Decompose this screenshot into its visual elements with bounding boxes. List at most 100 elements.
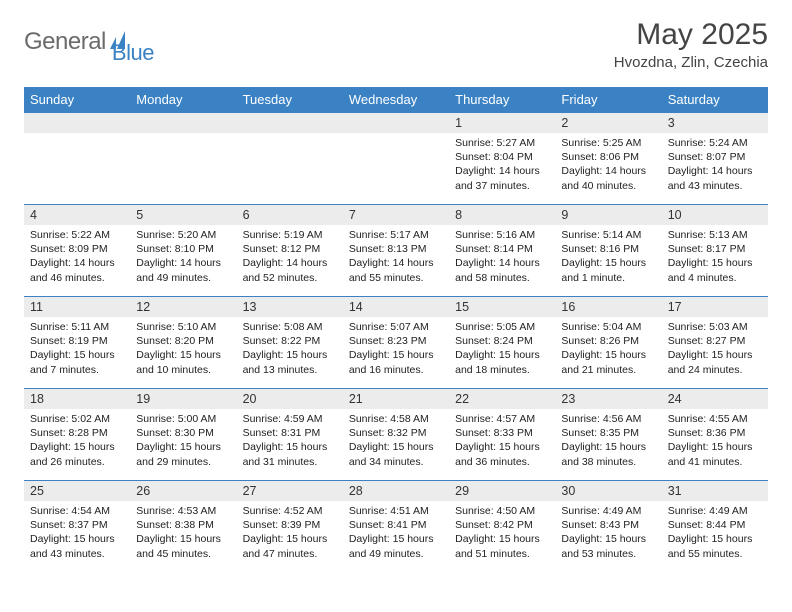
calendar-day-cell	[343, 113, 449, 205]
daylight-text: Daylight: 14 hours and 52 minutes.	[243, 256, 337, 284]
day-number	[130, 113, 236, 133]
daylight-text: Daylight: 15 hours and 1 minute.	[561, 256, 655, 284]
sunrise-text: Sunrise: 5:13 AM	[668, 228, 762, 242]
sunset-text: Sunset: 8:32 PM	[349, 426, 443, 440]
sunrise-text: Sunrise: 4:55 AM	[668, 412, 762, 426]
sunset-text: Sunset: 8:07 PM	[668, 150, 762, 164]
day-number	[343, 113, 449, 133]
sunset-text: Sunset: 8:42 PM	[455, 518, 549, 532]
day-details: Sunrise: 4:59 AMSunset: 8:31 PMDaylight:…	[237, 409, 343, 473]
sunset-text: Sunset: 8:14 PM	[455, 242, 549, 256]
calendar-week-row: 4Sunrise: 5:22 AMSunset: 8:09 PMDaylight…	[24, 205, 768, 297]
calendar-day-cell: 27Sunrise: 4:52 AMSunset: 8:39 PMDayligh…	[237, 481, 343, 573]
calendar-day-cell: 22Sunrise: 4:57 AMSunset: 8:33 PMDayligh…	[449, 389, 555, 481]
day-details: Sunrise: 4:49 AMSunset: 8:44 PMDaylight:…	[662, 501, 768, 565]
day-number: 16	[555, 297, 661, 317]
day-details: Sunrise: 4:49 AMSunset: 8:43 PMDaylight:…	[555, 501, 661, 565]
daylight-text: Daylight: 15 hours and 21 minutes.	[561, 348, 655, 376]
sunrise-text: Sunrise: 4:56 AM	[561, 412, 655, 426]
sunrise-text: Sunrise: 4:59 AM	[243, 412, 337, 426]
location: Hvozdna, Zlin, Czechia	[614, 54, 768, 71]
day-details: Sunrise: 5:10 AMSunset: 8:20 PMDaylight:…	[130, 317, 236, 381]
calendar-day-cell: 8Sunrise: 5:16 AMSunset: 8:14 PMDaylight…	[449, 205, 555, 297]
calendar-day-cell: 6Sunrise: 5:19 AMSunset: 8:12 PMDaylight…	[237, 205, 343, 297]
calendar-day-cell: 11Sunrise: 5:11 AMSunset: 8:19 PMDayligh…	[24, 297, 130, 389]
day-details: Sunrise: 4:54 AMSunset: 8:37 PMDaylight:…	[24, 501, 130, 565]
daylight-text: Daylight: 15 hours and 13 minutes.	[243, 348, 337, 376]
calendar-day-cell: 10Sunrise: 5:13 AMSunset: 8:17 PMDayligh…	[662, 205, 768, 297]
day-details: Sunrise: 4:58 AMSunset: 8:32 PMDaylight:…	[343, 409, 449, 473]
daylight-text: Daylight: 15 hours and 7 minutes.	[30, 348, 124, 376]
calendar-table: Sunday Monday Tuesday Wednesday Thursday…	[24, 87, 768, 573]
sunset-text: Sunset: 8:23 PM	[349, 334, 443, 348]
day-number: 2	[555, 113, 661, 133]
calendar-day-cell: 18Sunrise: 5:02 AMSunset: 8:28 PMDayligh…	[24, 389, 130, 481]
sunrise-text: Sunrise: 4:51 AM	[349, 504, 443, 518]
day-number: 18	[24, 389, 130, 409]
sunrise-text: Sunrise: 5:03 AM	[668, 320, 762, 334]
sunset-text: Sunset: 8:24 PM	[455, 334, 549, 348]
day-details: Sunrise: 4:56 AMSunset: 8:35 PMDaylight:…	[555, 409, 661, 473]
calendar-day-cell: 15Sunrise: 5:05 AMSunset: 8:24 PMDayligh…	[449, 297, 555, 389]
title-block: May 2025 Hvozdna, Zlin, Czechia	[614, 18, 768, 71]
calendar-day-cell: 23Sunrise: 4:56 AMSunset: 8:35 PMDayligh…	[555, 389, 661, 481]
sunrise-text: Sunrise: 4:57 AM	[455, 412, 549, 426]
sunrise-text: Sunrise: 4:50 AM	[455, 504, 549, 518]
day-number: 28	[343, 481, 449, 501]
day-details: Sunrise: 5:22 AMSunset: 8:09 PMDaylight:…	[24, 225, 130, 289]
day-details: Sunrise: 4:50 AMSunset: 8:42 PMDaylight:…	[449, 501, 555, 565]
calendar-day-cell: 12Sunrise: 5:10 AMSunset: 8:20 PMDayligh…	[130, 297, 236, 389]
day-number: 31	[662, 481, 768, 501]
day-details: Sunrise: 5:27 AMSunset: 8:04 PMDaylight:…	[449, 133, 555, 197]
sunset-text: Sunset: 8:27 PM	[668, 334, 762, 348]
daylight-text: Daylight: 15 hours and 24 minutes.	[668, 348, 762, 376]
day-number: 12	[130, 297, 236, 317]
calendar-day-cell	[24, 113, 130, 205]
sunrise-text: Sunrise: 4:54 AM	[30, 504, 124, 518]
sunset-text: Sunset: 8:33 PM	[455, 426, 549, 440]
day-number: 30	[555, 481, 661, 501]
day-number: 19	[130, 389, 236, 409]
day-number: 25	[24, 481, 130, 501]
sunset-text: Sunset: 8:19 PM	[30, 334, 124, 348]
sunrise-text: Sunrise: 5:10 AM	[136, 320, 230, 334]
calendar-day-cell: 24Sunrise: 4:55 AMSunset: 8:36 PMDayligh…	[662, 389, 768, 481]
sunrise-text: Sunrise: 5:02 AM	[30, 412, 124, 426]
sunrise-text: Sunrise: 5:17 AM	[349, 228, 443, 242]
day-details: Sunrise: 5:05 AMSunset: 8:24 PMDaylight:…	[449, 317, 555, 381]
calendar-day-cell: 17Sunrise: 5:03 AMSunset: 8:27 PMDayligh…	[662, 297, 768, 389]
calendar-day-cell: 19Sunrise: 5:00 AMSunset: 8:30 PMDayligh…	[130, 389, 236, 481]
sunset-text: Sunset: 8:44 PM	[668, 518, 762, 532]
day-details: Sunrise: 5:14 AMSunset: 8:16 PMDaylight:…	[555, 225, 661, 289]
sunrise-text: Sunrise: 5:14 AM	[561, 228, 655, 242]
daylight-text: Daylight: 15 hours and 47 minutes.	[243, 532, 337, 560]
day-number: 3	[662, 113, 768, 133]
day-details: Sunrise: 5:19 AMSunset: 8:12 PMDaylight:…	[237, 225, 343, 289]
day-number: 24	[662, 389, 768, 409]
sunset-text: Sunset: 8:36 PM	[668, 426, 762, 440]
sunset-text: Sunset: 8:28 PM	[30, 426, 124, 440]
calendar-day-cell: 21Sunrise: 4:58 AMSunset: 8:32 PMDayligh…	[343, 389, 449, 481]
calendar-day-cell: 9Sunrise: 5:14 AMSunset: 8:16 PMDaylight…	[555, 205, 661, 297]
daylight-text: Daylight: 14 hours and 58 minutes.	[455, 256, 549, 284]
daylight-text: Daylight: 14 hours and 46 minutes.	[30, 256, 124, 284]
day-number: 7	[343, 205, 449, 225]
sunrise-text: Sunrise: 5:04 AM	[561, 320, 655, 334]
day-details: Sunrise: 5:02 AMSunset: 8:28 PMDaylight:…	[24, 409, 130, 473]
day-details: Sunrise: 4:55 AMSunset: 8:36 PMDaylight:…	[662, 409, 768, 473]
calendar-day-cell: 14Sunrise: 5:07 AMSunset: 8:23 PMDayligh…	[343, 297, 449, 389]
daylight-text: Daylight: 14 hours and 55 minutes.	[349, 256, 443, 284]
day-details: Sunrise: 5:13 AMSunset: 8:17 PMDaylight:…	[662, 225, 768, 289]
sunrise-text: Sunrise: 5:27 AM	[455, 136, 549, 150]
sunset-text: Sunset: 8:04 PM	[455, 150, 549, 164]
day-details: Sunrise: 5:16 AMSunset: 8:14 PMDaylight:…	[449, 225, 555, 289]
sunset-text: Sunset: 8:09 PM	[30, 242, 124, 256]
calendar-day-cell: 7Sunrise: 5:17 AMSunset: 8:13 PMDaylight…	[343, 205, 449, 297]
sunset-text: Sunset: 8:38 PM	[136, 518, 230, 532]
weekday-header: Tuesday	[237, 87, 343, 113]
month-title: May 2025	[614, 18, 768, 52]
daylight-text: Daylight: 15 hours and 26 minutes.	[30, 440, 124, 468]
sunrise-text: Sunrise: 5:08 AM	[243, 320, 337, 334]
logo-text-general: General	[24, 28, 106, 56]
day-number: 22	[449, 389, 555, 409]
